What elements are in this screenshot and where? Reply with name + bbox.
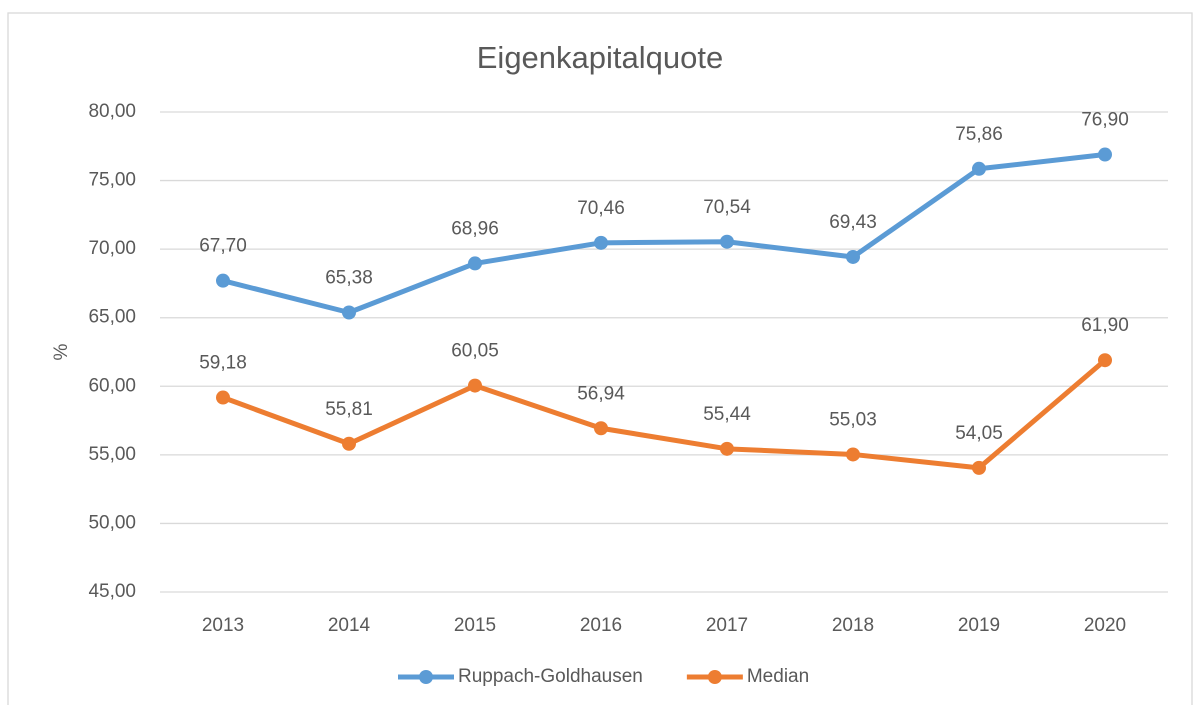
data-point bbox=[1098, 147, 1112, 162]
data-point bbox=[594, 235, 608, 250]
y-tick-label: 75,00 bbox=[88, 170, 136, 191]
legend-label: Median bbox=[747, 666, 809, 687]
data-label: 75,86 bbox=[955, 124, 1003, 145]
y-tick-label: 65,00 bbox=[88, 307, 136, 328]
series-line bbox=[222, 358, 1107, 471]
chart-border bbox=[7, 12, 1193, 710]
data-label: 76,90 bbox=[1081, 110, 1129, 131]
legend-label: Ruppach-Goldhausen bbox=[458, 666, 643, 687]
legend-marker bbox=[707, 670, 722, 684]
y-tick-label: 55,00 bbox=[88, 444, 136, 465]
data-label: 61,90 bbox=[1081, 315, 1129, 336]
legend-marker bbox=[419, 670, 433, 684]
data-label: 55,81 bbox=[325, 399, 373, 420]
x-tick-label: 2017 bbox=[706, 615, 748, 636]
data-label: 55,44 bbox=[703, 404, 751, 425]
y-tick-label: 70,00 bbox=[88, 238, 136, 259]
y-tick-label: 50,00 bbox=[88, 512, 136, 533]
data-label: 55,03 bbox=[829, 409, 877, 430]
data-point bbox=[972, 460, 986, 475]
y-tick-label: 45,00 bbox=[88, 581, 136, 602]
data-point bbox=[1098, 353, 1112, 368]
data-label: 67,70 bbox=[199, 236, 247, 257]
data-point bbox=[720, 441, 734, 456]
data-point bbox=[720, 234, 734, 249]
x-tick-label: 2013 bbox=[202, 615, 244, 636]
x-tick-label: 2014 bbox=[328, 615, 371, 636]
data-label: 65,38 bbox=[325, 268, 373, 289]
x-tick-label: 2018 bbox=[832, 615, 874, 636]
y-tick-label: 80,00 bbox=[88, 101, 136, 122]
chart-title: Eigenkapitalquote bbox=[477, 40, 723, 75]
data-point bbox=[846, 447, 860, 462]
data-point bbox=[342, 436, 356, 451]
data-label: 68,96 bbox=[451, 218, 499, 239]
data-label: 56,94 bbox=[577, 383, 625, 404]
data-label: 60,05 bbox=[451, 341, 499, 362]
data-point bbox=[468, 378, 482, 393]
data-point bbox=[972, 161, 986, 176]
data-label: 70,46 bbox=[577, 198, 625, 219]
y-tick-label: 60,00 bbox=[88, 375, 136, 396]
x-tick-label: 2019 bbox=[958, 615, 1000, 636]
data-label: 70,54 bbox=[703, 197, 751, 218]
x-tick-label: 2015 bbox=[454, 615, 496, 636]
data-label: 59,18 bbox=[199, 353, 247, 374]
data-label: 54,05 bbox=[955, 423, 1003, 444]
data-point bbox=[216, 273, 230, 288]
data-point bbox=[342, 305, 356, 320]
data-point bbox=[846, 249, 860, 264]
x-tick-label: 2016 bbox=[580, 615, 622, 636]
series-line bbox=[222, 152, 1106, 316]
data-point bbox=[216, 390, 230, 405]
y-axis-label: % bbox=[51, 343, 72, 360]
data-label: 69,43 bbox=[829, 212, 877, 233]
data-point bbox=[594, 421, 608, 436]
data-point bbox=[468, 256, 482, 271]
x-tick-label: 2020 bbox=[1084, 615, 1126, 636]
